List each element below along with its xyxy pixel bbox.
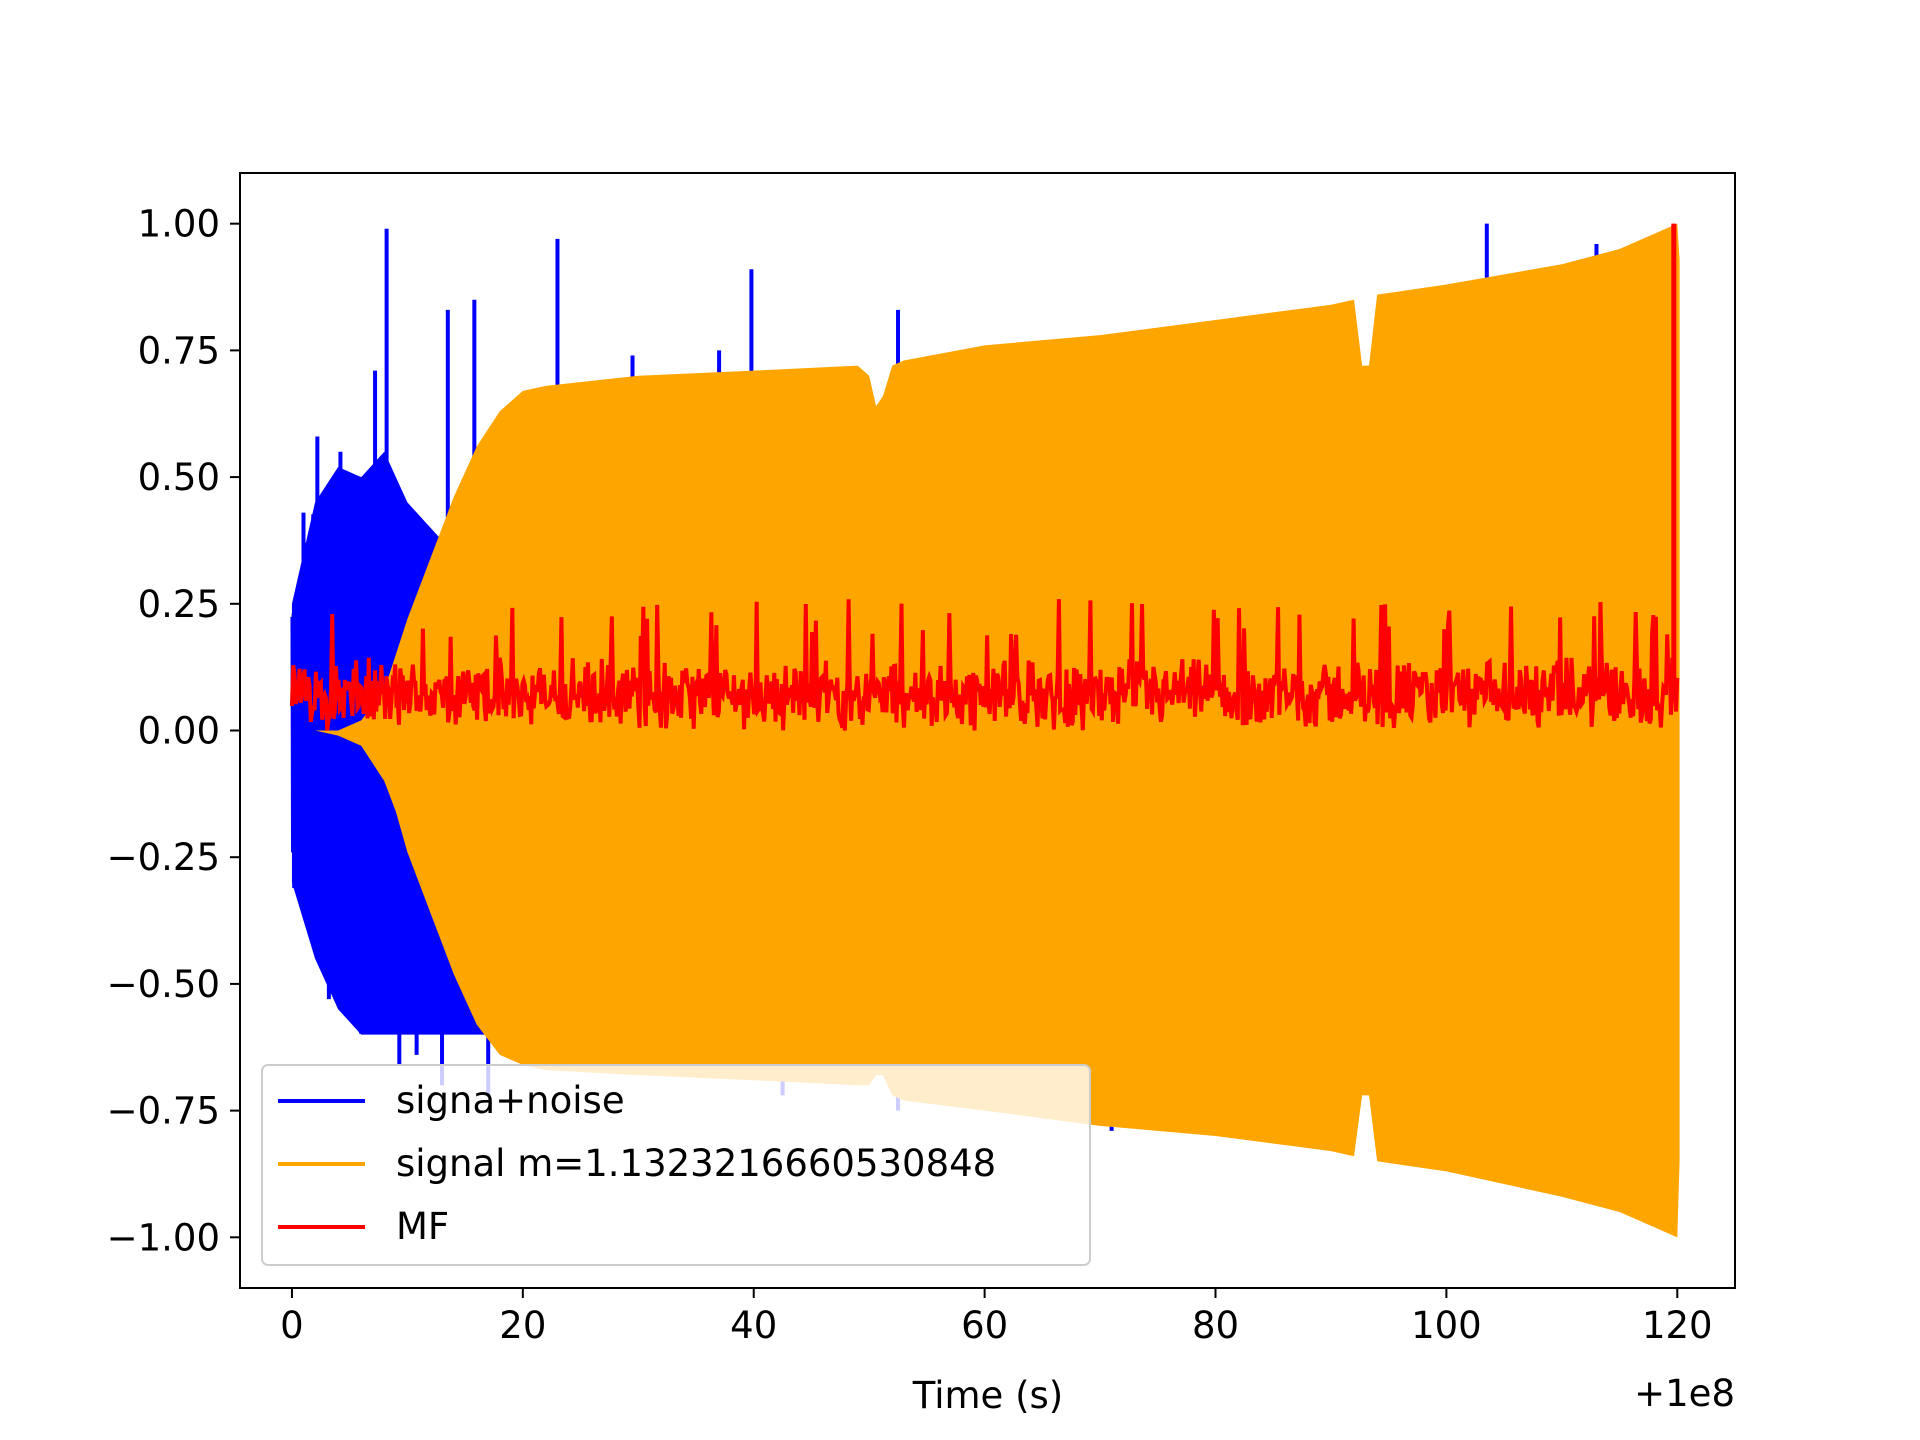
legend: signa+noise signal m=1.1323216660530848 …	[261, 1064, 1091, 1266]
x-tick-label: 20	[499, 1304, 546, 1347]
legend-box	[261, 1064, 1091, 1266]
y-tick-label: 0.25	[138, 583, 220, 626]
x-tick-label: 80	[1192, 1304, 1239, 1347]
mf-trace	[289, 599, 1680, 731]
x-tick-label: 120	[1642, 1304, 1713, 1347]
x-tick-label: 100	[1411, 1304, 1482, 1347]
x-axis-label: Time (s)	[912, 1374, 1063, 1417]
x-tick-label: 0	[280, 1304, 304, 1347]
plot-area	[289, 223, 1680, 1238]
x-tick-label: 40	[730, 1304, 777, 1347]
x-axis: 0 20 40 60 80 100 120	[280, 1288, 1713, 1347]
x-tick-label: 60	[961, 1304, 1008, 1347]
y-tick-label: 0.50	[138, 456, 220, 499]
mf-series	[289, 223, 1680, 731]
y-tick-label: −1.00	[107, 1216, 220, 1259]
legend-label-signal-noise: signa+noise	[396, 1079, 625, 1122]
legend-label-signal: signal m=1.1323216660530848	[396, 1142, 996, 1185]
y-tick-label: 0.75	[138, 329, 220, 372]
x-offset-label: +1e8	[1634, 1372, 1735, 1415]
y-tick-label: 1.00	[138, 203, 220, 246]
y-tick-label: −0.75	[107, 1090, 220, 1133]
signal-series	[291, 223, 1680, 1238]
y-tick-label: 0.00	[138, 710, 220, 753]
y-axis: 1.00 0.75 0.50 0.25 0.00 −0.25 −0.50 −0.75 −1.00	[107, 203, 240, 1259]
signal-envelope	[291, 223, 1680, 1238]
y-tick-label: −0.25	[107, 836, 220, 879]
legend-label-mf: MF	[396, 1205, 449, 1248]
y-tick-label: −0.50	[107, 963, 220, 1006]
